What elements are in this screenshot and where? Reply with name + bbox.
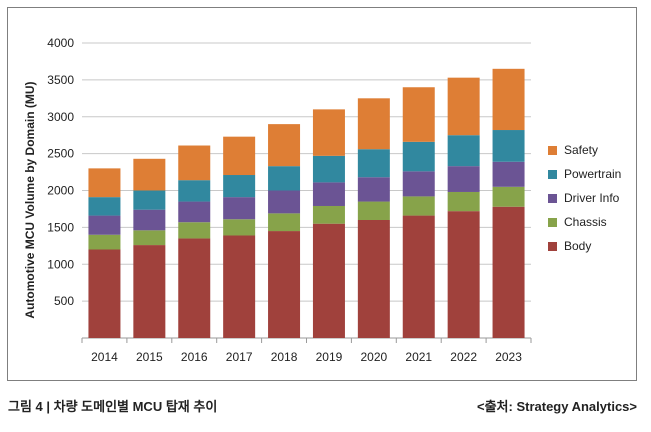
bar-segment-chassis [312, 205, 345, 224]
bar-segment-chassis [133, 230, 166, 246]
legend-label-driver-info: Driver Info [564, 191, 620, 205]
bar-segment-body [312, 223, 345, 338]
legend-item-driver-info: Driver Info [548, 190, 621, 206]
bar-segment-body [492, 206, 525, 338]
bar-segment-driver-info [133, 209, 166, 231]
y-tick-label: 4000 [47, 36, 74, 50]
bar-segment-driver-info [268, 190, 301, 214]
bar-segment-driver-info [88, 215, 121, 235]
bar-segment-powertrain [492, 130, 525, 162]
y-tick-label: 2000 [47, 184, 74, 198]
bar-segment-powertrain [357, 149, 390, 178]
bar-segment-safety [178, 145, 211, 181]
legend-swatch-safety [548, 145, 557, 155]
bar-segment-body [357, 220, 390, 338]
bar-segment-body [88, 249, 121, 338]
x-tick-label: 2014 [91, 350, 118, 364]
bar-segment-powertrain [88, 197, 121, 216]
bar-segment-safety [268, 124, 301, 167]
x-tick-label: 2015 [136, 350, 163, 364]
bar-segment-safety [223, 136, 256, 176]
legend-swatch-body [548, 241, 557, 251]
legend-swatch-chassis [548, 217, 557, 227]
bar-segment-safety [88, 168, 121, 198]
x-tick-labels: 2014 2015 2016 2017 2018 2019 2020 2021 2022 2023 [91, 350, 522, 364]
y-tick-label: 1000 [47, 257, 74, 271]
y-tick-label: 3000 [47, 110, 74, 124]
bar-segment-powertrain [447, 135, 480, 167]
bar-stacks [88, 68, 525, 338]
x-tick-label: 2018 [271, 350, 298, 364]
x-tick-label: 2016 [181, 350, 208, 364]
bar-segment-driver-info [178, 201, 211, 223]
y-tick-label: 2500 [47, 147, 74, 161]
bar-segment-safety [357, 98, 390, 150]
legend-label-powertrain: Powertrain [564, 167, 622, 181]
bar-segment-body [447, 211, 480, 338]
bar-segment-body [223, 235, 256, 338]
bar-segment-driver-info [312, 182, 345, 206]
y-axis-label: Automotive MCU Volume by Domain (MU) [23, 81, 37, 319]
y-tick-label: 3500 [47, 73, 74, 87]
bar-segment-chassis [447, 191, 480, 212]
legend-swatch-driver-info [548, 193, 557, 203]
legend-label-body: Body [564, 239, 592, 253]
bar-segment-powertrain [223, 175, 256, 198]
bar-segment-driver-info [447, 166, 480, 192]
bar-segment-powertrain [178, 180, 211, 202]
x-tick-label: 2023 [495, 350, 522, 364]
bar-segment-chassis [268, 213, 301, 232]
legend-item-body: Body [548, 238, 621, 254]
bar-segment-powertrain [133, 190, 166, 210]
bar-segment-chassis [357, 201, 390, 220]
bar-segment-body [178, 238, 211, 338]
source-credit: <출처: Strategy Analytics> [477, 399, 637, 414]
bar-segment-chassis [178, 222, 211, 239]
x-tick-label: 2019 [316, 350, 343, 364]
bar-segment-driver-info [492, 161, 525, 187]
x-tick-label: 2022 [450, 350, 477, 364]
bar-segment-driver-info [223, 197, 256, 220]
legend-label-safety: Safety [564, 143, 599, 157]
y-tick-labels: 500 1000 1500 2000 2500 3000 3500 4000 [47, 36, 74, 308]
x-tick-label: 2021 [405, 350, 432, 364]
legend: Safety Powertrain Driver Info Chassis Bo… [548, 142, 621, 262]
bar-segment-chassis [223, 219, 256, 236]
bar-segment-powertrain [268, 166, 301, 191]
bar-segment-body [268, 231, 301, 338]
legend-item-safety: Safety [548, 142, 621, 158]
bar-segment-body [402, 215, 435, 338]
bar-segment-safety [402, 87, 435, 142]
bar-segment-chassis [88, 234, 121, 250]
legend-swatch-powertrain [548, 169, 557, 179]
figure-caption: 그림 4 | 차량 도메인별 MCU 탑재 추이 [8, 399, 218, 414]
legend-item-powertrain: Powertrain [548, 166, 621, 182]
bar-segment-driver-info [402, 171, 435, 197]
legend-item-chassis: Chassis [548, 214, 621, 230]
bar-segment-safety [492, 68, 525, 131]
bar-segment-powertrain [312, 155, 345, 183]
bar-segment-powertrain [402, 141, 435, 172]
bar-segment-body [133, 245, 166, 338]
y-tick-label: 500 [54, 294, 74, 308]
legend-label-chassis: Chassis [564, 215, 607, 229]
bar-segment-chassis [492, 186, 525, 207]
bar-segment-chassis [402, 196, 435, 216]
bar-segment-driver-info [357, 177, 390, 202]
y-tick-label: 1500 [47, 220, 74, 234]
x-tick-label: 2017 [226, 350, 253, 364]
bar-segment-safety [447, 77, 480, 136]
bar-segment-safety [133, 158, 166, 191]
x-tick-label: 2020 [360, 350, 387, 364]
bar-segment-safety [312, 109, 345, 156]
